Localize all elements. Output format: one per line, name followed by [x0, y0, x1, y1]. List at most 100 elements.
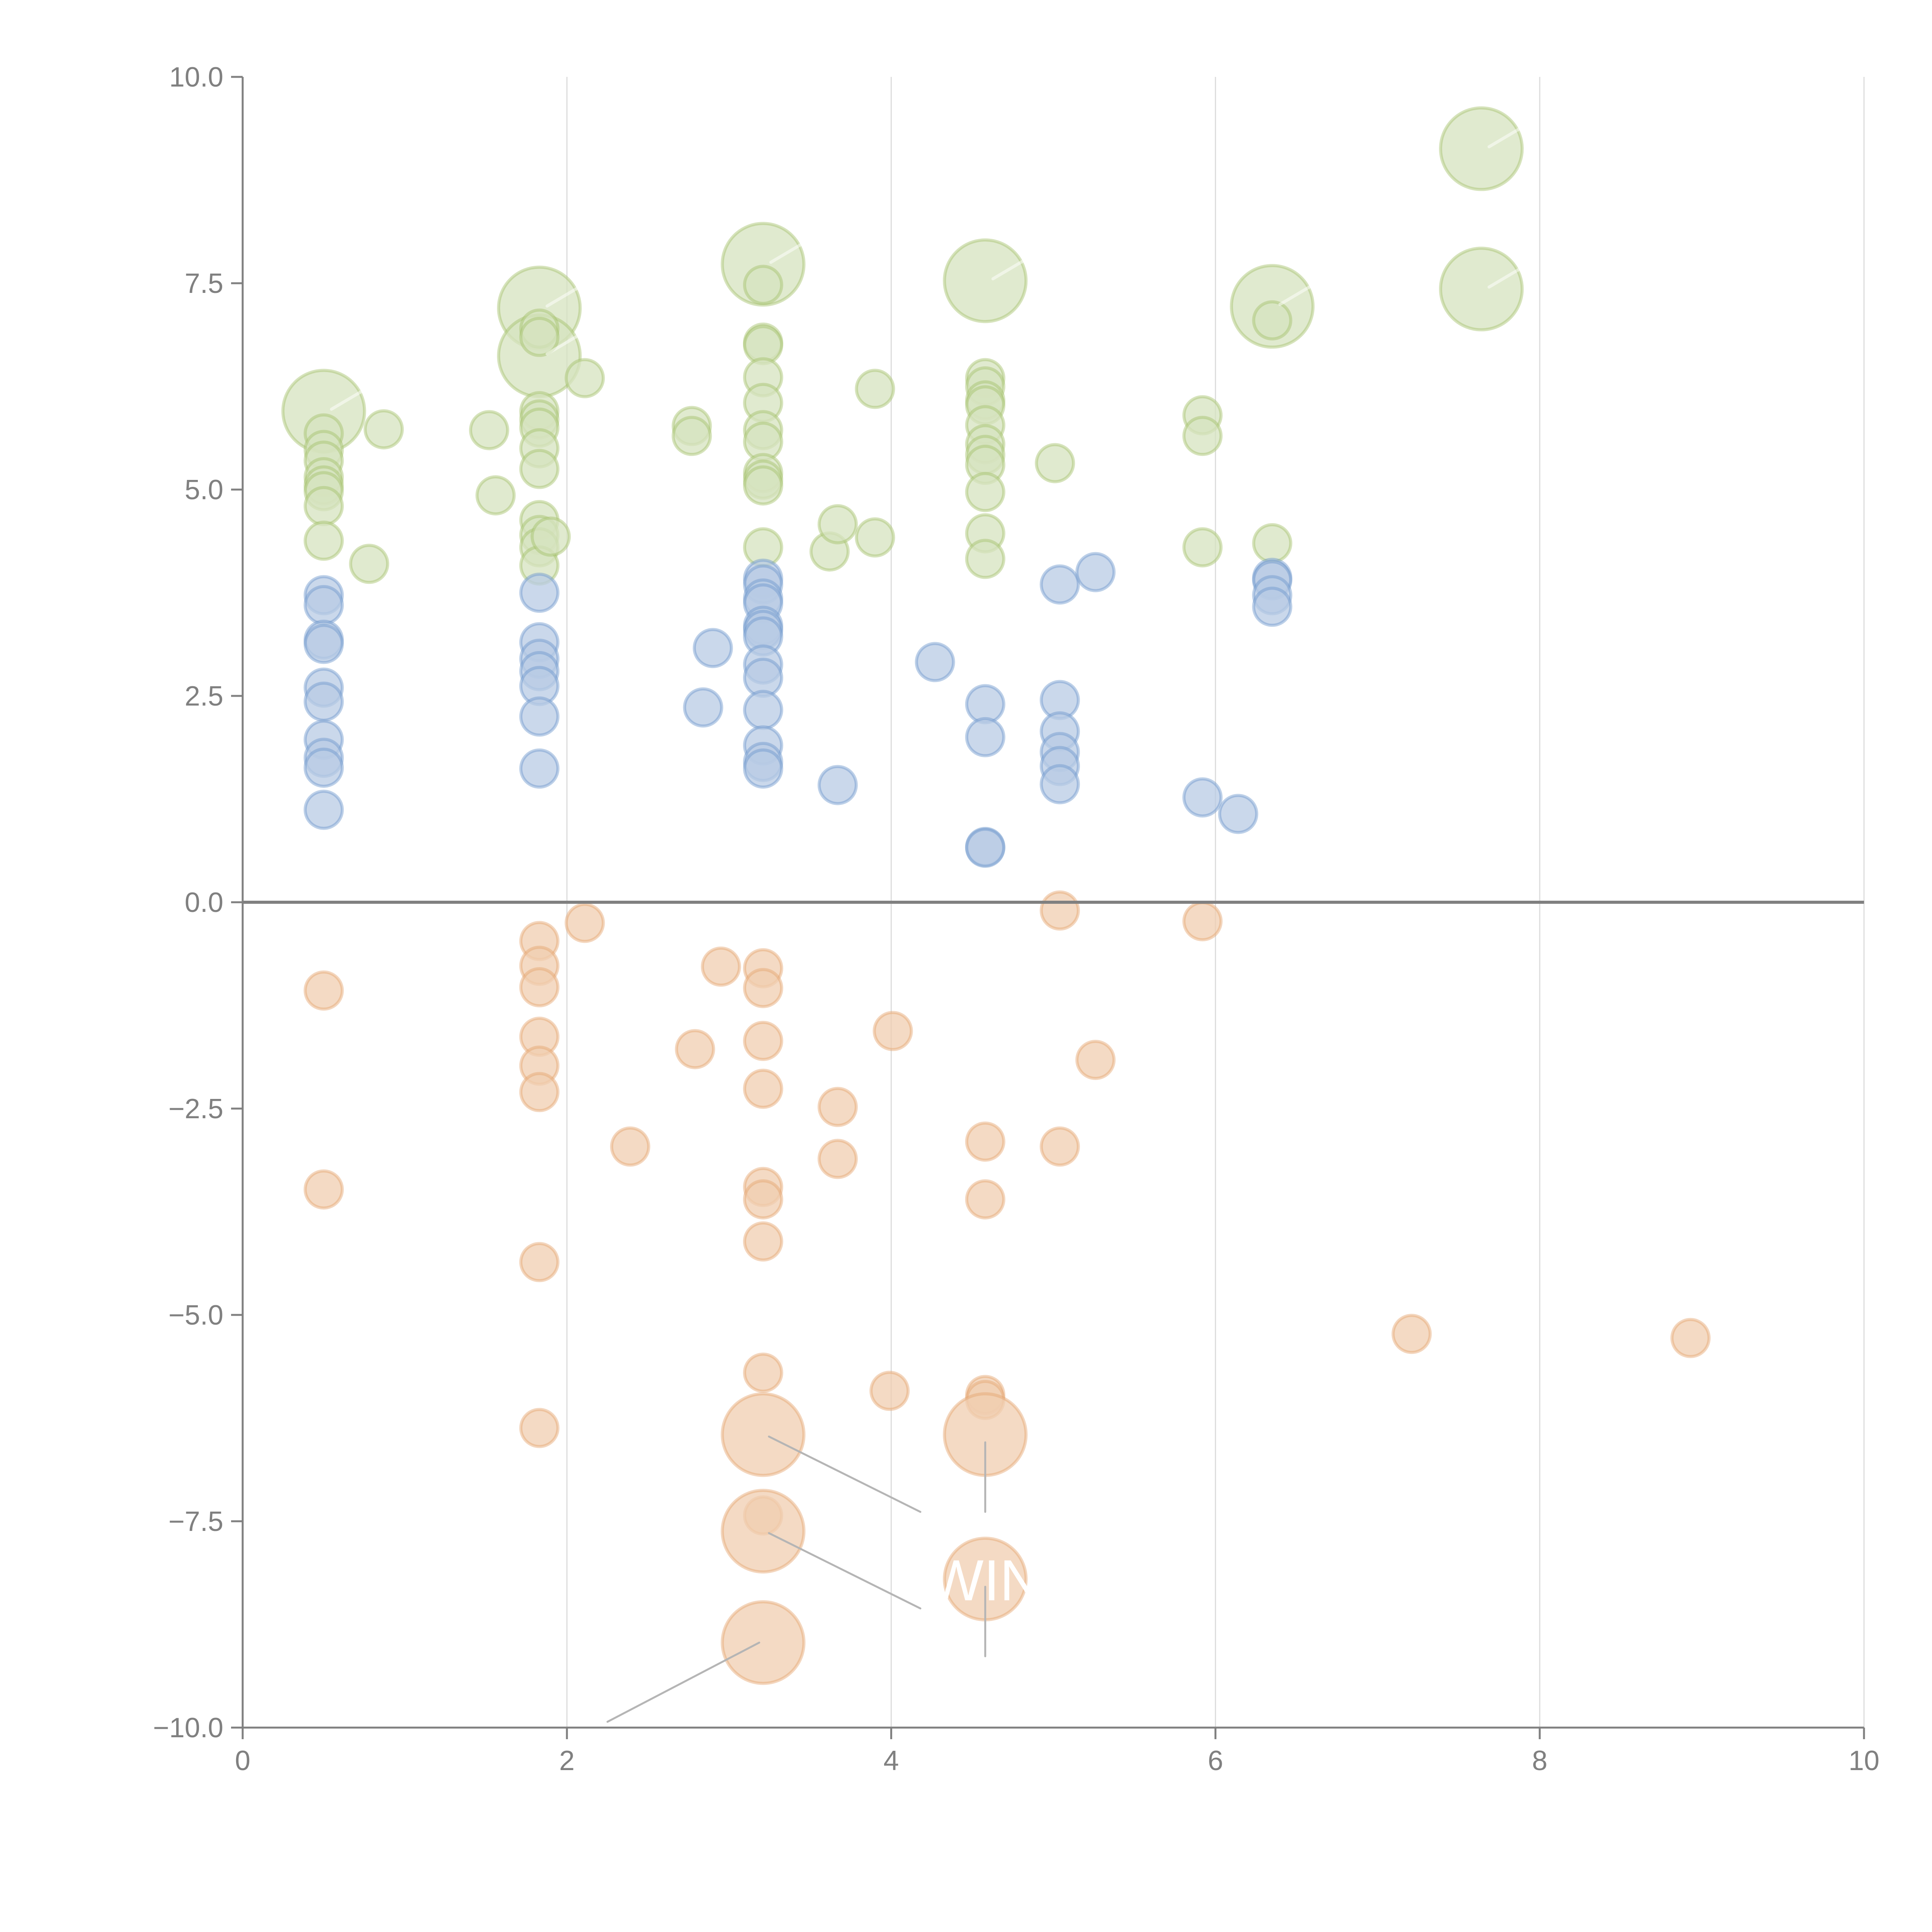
green-bubble	[469, 410, 509, 451]
green-bubble	[855, 517, 895, 558]
blue-bubble	[1075, 552, 1116, 592]
leader-line	[991, 252, 1037, 281]
orange-bubble	[1039, 890, 1080, 931]
leader-line	[1487, 120, 1533, 148]
green-bubble	[1252, 300, 1293, 341]
orange-bubble	[1391, 1314, 1432, 1354]
orange-bubble	[743, 1179, 783, 1219]
orange-bubble	[519, 967, 560, 1008]
blue-bubble	[817, 765, 858, 805]
annotation-label: WIN	[929, 1548, 1042, 1613]
orange-bubble	[1075, 1039, 1116, 1080]
orange-bubble	[817, 1087, 858, 1127]
blue-bubble	[303, 789, 344, 830]
orange-bubble	[743, 968, 783, 1009]
leader-line	[606, 1641, 760, 1723]
leader-line	[545, 279, 591, 308]
orange-bubble	[743, 1020, 783, 1061]
blue-bubble	[692, 628, 733, 668]
y-tick-label: −2.5	[168, 1094, 223, 1124]
blue-bubble	[519, 696, 560, 737]
y-tick-label: 7.5	[185, 268, 223, 299]
x-tick-label: 4	[883, 1745, 899, 1776]
blue-bubble	[1182, 777, 1223, 818]
green-bubble	[475, 475, 516, 515]
y-tick-label: −10.0	[153, 1713, 223, 1743]
leader-line	[1487, 260, 1533, 289]
green-bubble	[672, 416, 712, 456]
green-bubble	[531, 516, 571, 557]
blue-bubble	[303, 585, 344, 626]
blue-bubble	[1252, 587, 1293, 627]
bubbles	[281, 106, 1711, 1685]
orange-bubble	[519, 1072, 560, 1112]
green-bubble	[303, 520, 344, 561]
orange-bubble	[869, 1371, 910, 1411]
y-tick-label: −7.5	[168, 1506, 223, 1537]
blue-bubble	[965, 828, 1005, 868]
leader-line	[768, 1435, 922, 1513]
y-tick-label: 2.5	[185, 681, 223, 712]
y-tick-label: 5.0	[185, 474, 223, 505]
orange-bubble	[1039, 1126, 1080, 1167]
orange-bubble	[565, 903, 605, 943]
orange-bubble	[721, 1600, 806, 1685]
orange-bubble	[743, 1352, 783, 1393]
blue-bubble	[303, 747, 344, 788]
leader-line	[1278, 277, 1324, 306]
orange-bubble	[303, 1169, 344, 1210]
blue-bubble	[683, 687, 723, 728]
x-tick-label: 2	[559, 1745, 575, 1776]
orange-bubble	[721, 1392, 806, 1477]
blue-bubble	[915, 642, 955, 682]
axes	[242, 77, 1864, 1729]
green-bubble	[1182, 416, 1223, 456]
leader-line	[769, 235, 815, 264]
x-tick-label: 0	[235, 1745, 250, 1776]
blue-bubble	[1218, 794, 1259, 834]
orange-bubble	[743, 1221, 783, 1262]
blue-bubble	[743, 748, 783, 789]
orange-bubble	[303, 970, 344, 1011]
blue-bubble	[1039, 764, 1080, 804]
y-tick-label: 0.0	[185, 887, 223, 918]
y-tick-label: 10.0	[169, 62, 223, 93]
orange-bubble	[519, 1408, 560, 1448]
green-bubble	[1182, 527, 1223, 568]
green-bubble	[817, 504, 858, 544]
green-bubble	[743, 265, 783, 305]
annotation-labels: WIN	[929, 1548, 1042, 1613]
orange-bubble	[965, 1179, 1005, 1219]
blue-bubble	[303, 624, 344, 664]
blue-bubble	[965, 717, 1005, 757]
green-bubble	[1252, 523, 1293, 563]
green-bubble	[565, 358, 605, 398]
green-bubble	[519, 316, 560, 357]
green-bubble	[743, 465, 783, 506]
blue-bubble	[519, 748, 560, 789]
blue-bubble	[519, 573, 560, 613]
green-bubble	[855, 369, 895, 409]
blue-bubble	[1039, 564, 1080, 605]
orange-bubble	[1182, 901, 1223, 942]
blue-bubble	[743, 690, 783, 730]
green-bubble	[364, 409, 404, 450]
orange-bubble	[1670, 1318, 1711, 1358]
green-bubble	[721, 222, 806, 307]
orange-bubble	[872, 1011, 913, 1051]
green-bubble	[519, 449, 560, 489]
y-tick-label: −5.0	[168, 1300, 223, 1331]
green-bubble	[1439, 247, 1524, 332]
orange-bubble	[721, 1489, 806, 1574]
orange-bubble	[519, 1242, 560, 1282]
orange-bubble	[675, 1029, 715, 1070]
green-bubble	[943, 238, 1028, 323]
annotation-leaders	[330, 120, 1533, 1723]
blue-bubble	[303, 681, 344, 722]
x-tick-label: 8	[1532, 1745, 1548, 1776]
green-bubble	[1439, 106, 1524, 191]
orange-bubble	[610, 1126, 650, 1167]
orange-bubble	[965, 1121, 1005, 1162]
x-tick-label: 10	[1849, 1745, 1879, 1776]
